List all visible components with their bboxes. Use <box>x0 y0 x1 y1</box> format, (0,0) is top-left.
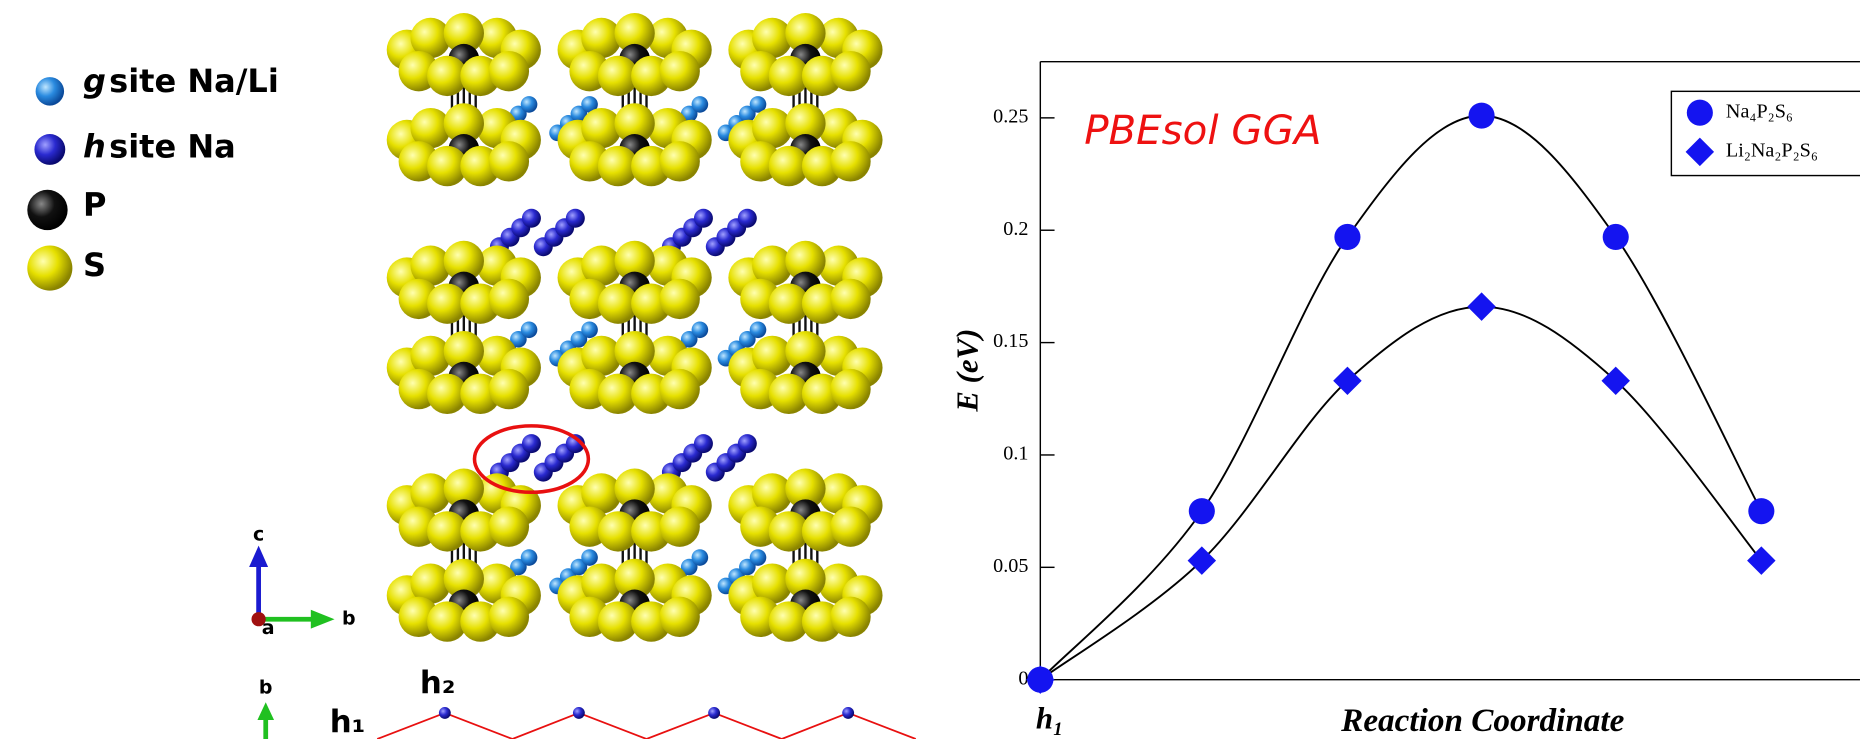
x-axis-label: Reaction Coordinate <box>1340 702 1624 739</box>
site-label: h₁ <box>330 704 365 739</box>
axis-label: c <box>253 523 264 545</box>
legend-label: Li₂Na₂P₂S₆ <box>1726 139 1818 161</box>
annotation: PBEsol GGA <box>1084 107 1321 154</box>
y-tick-label: 0.2 <box>1003 218 1028 240</box>
axis-label: b <box>259 676 273 698</box>
point-marker <box>1334 224 1360 250</box>
y-tick-label: 0.15 <box>993 330 1028 352</box>
y-tick-label: 0.1 <box>1003 443 1028 465</box>
energy-chart: 0 0.05 0.1 0.15 0.2 0.25 h₁ Reaction Coordinate… <box>950 62 1860 739</box>
point-marker <box>1603 224 1629 250</box>
y-axis-label: E (eV) <box>950 329 984 413</box>
path-diagram: h₁ h₂ <box>330 665 916 739</box>
y-tick-label: 0.25 <box>993 105 1028 127</box>
point-marker <box>1747 546 1775 574</box>
y-tick-label: 0.05 <box>993 555 1028 577</box>
legend-label: site Na/Li <box>109 62 279 100</box>
legend-marker <box>1687 100 1713 126</box>
legend-label: P <box>83 185 106 223</box>
legend-sphere <box>36 77 64 105</box>
axis-label: b <box>342 608 356 630</box>
series-line <box>1040 116 1761 680</box>
legend-sphere <box>34 134 65 165</box>
point-marker <box>1189 498 1215 524</box>
figure: g site Na/Li h site Na P S c b a b <box>0 0 1860 739</box>
point-marker <box>1469 103 1495 129</box>
atom-legend: g site Na/Li h site Na P S <box>27 62 279 291</box>
legend-label: site Na <box>109 127 236 165</box>
point-marker <box>1467 292 1495 320</box>
point-marker <box>1748 498 1774 524</box>
x-tick-label: h₁ <box>1036 701 1064 735</box>
legend-label: Na₄P₂S₆ <box>1726 100 1793 122</box>
legend-symbol: h <box>83 127 106 165</box>
crystal-structure <box>387 13 883 642</box>
legend-label: S <box>83 246 106 284</box>
legend-sphere <box>27 246 72 291</box>
series-line <box>1040 307 1761 680</box>
axis-label: a <box>262 617 275 639</box>
site-label: h₂ <box>420 665 455 701</box>
legend-symbol: g <box>83 62 106 100</box>
y-tick-label: 0 <box>1018 667 1028 689</box>
legend-sphere <box>27 190 67 230</box>
